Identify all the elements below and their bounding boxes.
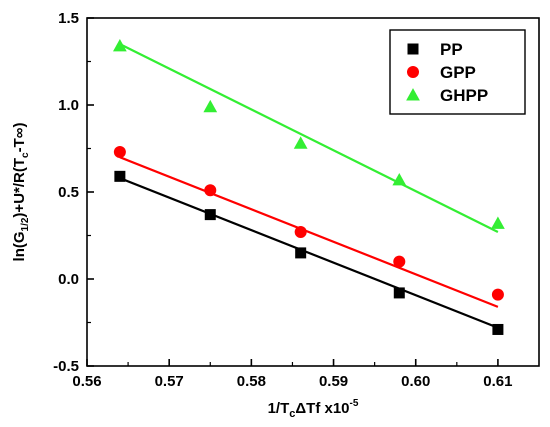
y-tick-label: 1.0: [58, 97, 79, 114]
legend-marker-ghpp: [406, 88, 420, 101]
data-point-ghpp: [293, 136, 308, 149]
legend: PP GPP GHPP: [389, 29, 526, 115]
y-tick-label: 0.5: [58, 184, 79, 201]
fit-line-gpp: [119, 156, 499, 308]
x-tick-label: 0.61: [483, 373, 512, 390]
fit-line-ghpp: [119, 43, 499, 234]
legend-label-gpp: GPP: [440, 63, 476, 82]
data-point-ghpp: [491, 216, 505, 229]
data-point-pp: [114, 170, 126, 182]
data-point-pp: [295, 247, 307, 259]
x-tick-label: 0.59: [319, 373, 348, 390]
x-tick-label: 0.57: [155, 373, 184, 390]
data-point-gpp: [113, 145, 126, 158]
data-point-pp: [492, 323, 504, 335]
y-tick-label: 0.0: [58, 271, 79, 288]
legend-label-pp: PP: [440, 40, 463, 59]
fit-line-pp: [119, 177, 499, 329]
data-point-gpp: [204, 184, 217, 197]
data-point-ghpp: [112, 38, 127, 52]
y-axis-title: ln(G1/2)+U*/R(Tc-T∞): [11, 123, 31, 262]
data-point-gpp: [294, 226, 307, 239]
data-point-pp: [393, 287, 405, 299]
data-point-gpp: [393, 255, 406, 268]
x-tick-label: 0.58: [237, 373, 266, 390]
data-point-pp: [204, 209, 216, 221]
legend-marker-pp: [407, 43, 419, 55]
legend-marker-gpp: [407, 66, 419, 78]
data-point-ghpp: [392, 172, 407, 186]
y-tick-label: 1.5: [58, 10, 79, 27]
data-point-ghpp: [203, 99, 218, 113]
data-point-gpp: [491, 288, 504, 301]
x-axis-title: 1/TcΔTf x10-5: [268, 398, 359, 420]
y-tick-label: -0.5: [53, 358, 79, 375]
x-tick-label: 0.60: [401, 373, 430, 390]
x-tick-label: 0.56: [72, 373, 101, 390]
legend-label-ghpp: GHPP: [440, 86, 488, 105]
